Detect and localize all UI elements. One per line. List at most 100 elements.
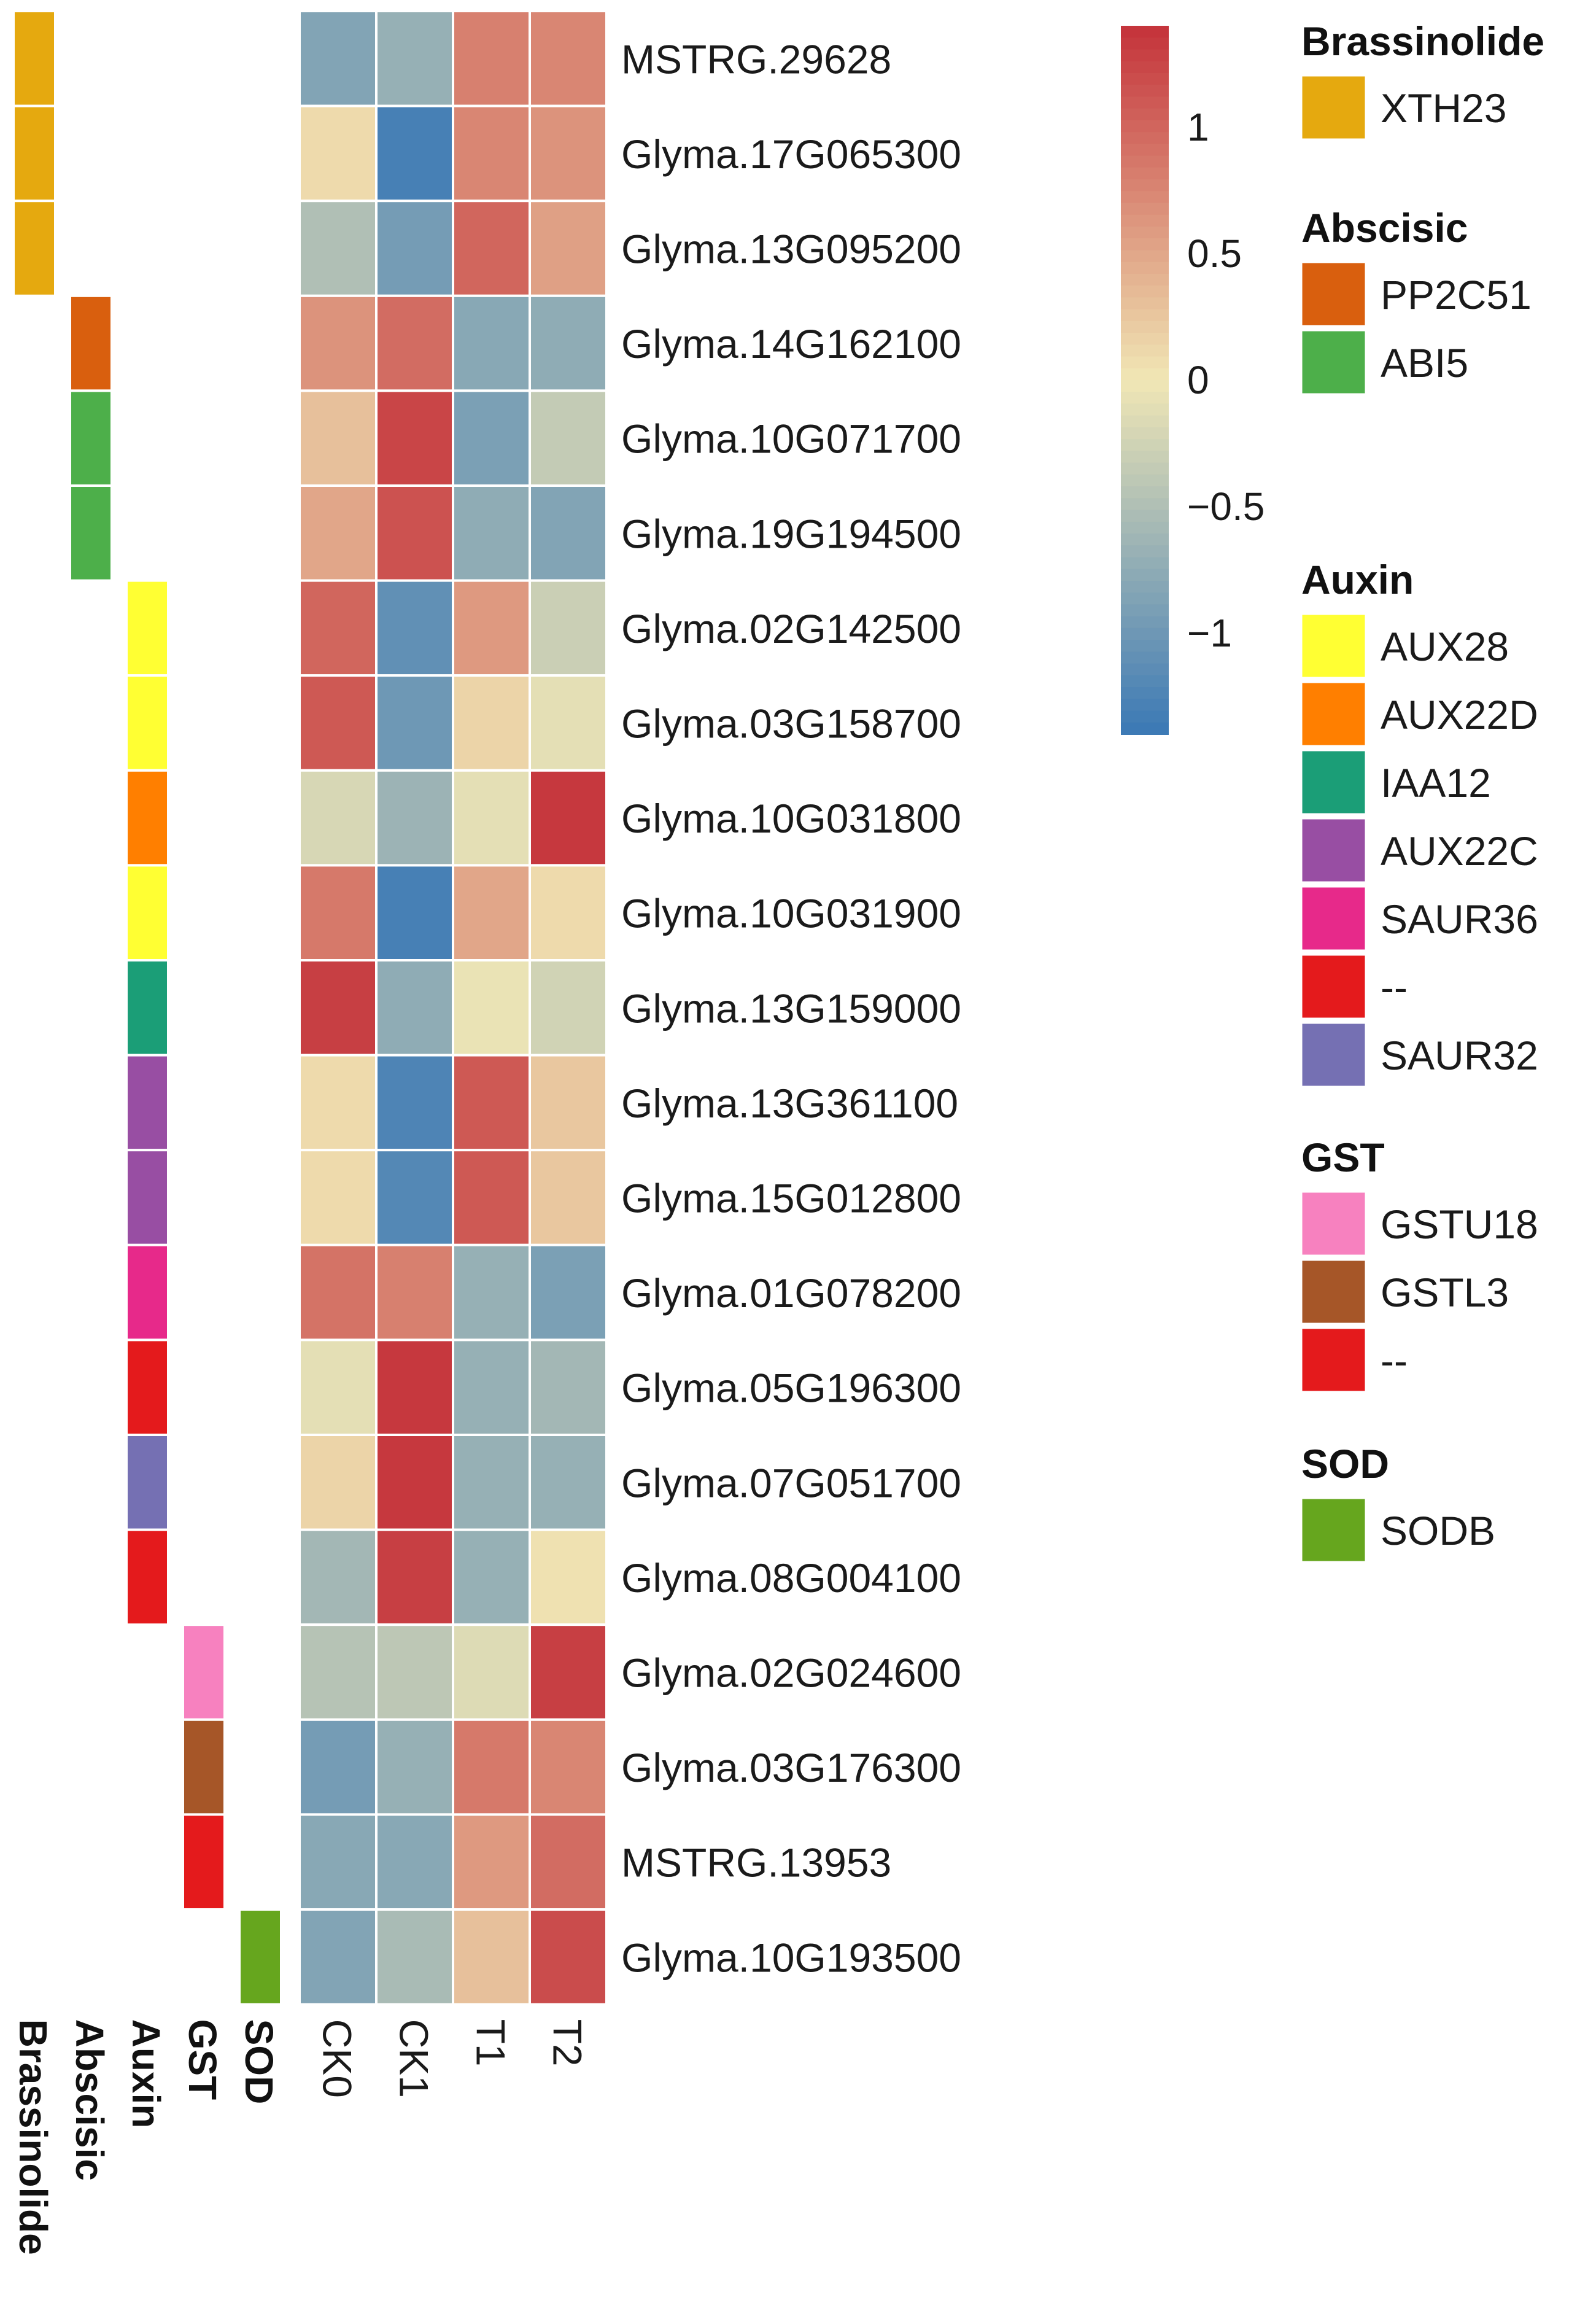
heatmap-cell <box>298 294 378 392</box>
heatmap-cell <box>375 294 454 392</box>
heatmap-cell <box>529 10 608 107</box>
annotation-track-labels: Brassinolide Abscisic Auxin GST SOD <box>11 2019 281 2255</box>
heatmap-cell <box>452 200 531 297</box>
row-label: MSTRG.29628 <box>621 36 891 82</box>
heatmap-cell <box>375 10 454 107</box>
row-label: Glyma.13G361100 <box>621 1081 958 1126</box>
colorbar-segment <box>1121 333 1169 346</box>
heatmap-cell <box>298 200 378 297</box>
colorbar-segment <box>1121 486 1169 499</box>
annotation-cell <box>69 484 113 582</box>
annotation-cell <box>12 200 56 297</box>
legend-item-label: GSTL3 <box>1381 1270 1509 1315</box>
row-label: Glyma.13G095200 <box>621 227 961 272</box>
heatmap-cell <box>529 1054 608 1152</box>
row-label: Glyma.15G012800 <box>621 1176 961 1221</box>
row-label: Glyma.19G194500 <box>621 511 961 556</box>
row-label: Glyma.03G176300 <box>621 1745 961 1790</box>
heatmap-cell <box>529 1149 608 1246</box>
colorbar-segment <box>1121 155 1169 168</box>
annotation-cell <box>69 294 113 392</box>
annotation-cell <box>69 389 113 487</box>
legend-swatch <box>1300 681 1367 747</box>
row-label: Glyma.02G024600 <box>621 1650 961 1696</box>
legend-swatch <box>1300 1327 1367 1393</box>
legend-group-title: Abscisic <box>1301 205 1468 251</box>
heatmap-cell <box>375 959 454 1057</box>
column-label: T2 <box>545 2019 591 2067</box>
heatmap-cell <box>452 1434 531 1531</box>
legend-item-label: -- <box>1381 965 1408 1010</box>
colorbar-segment <box>1121 356 1169 369</box>
heatmap-cell <box>298 769 378 867</box>
colorbar-segment <box>1121 368 1169 381</box>
colorbar-segment <box>1121 132 1169 145</box>
heatmap-cell <box>298 579 378 677</box>
heatmap-cell <box>452 1813 531 1911</box>
column-label: T1 <box>468 2019 514 2067</box>
heatmap-cell <box>452 389 531 487</box>
heatmap-cell <box>529 769 608 867</box>
legend-swatch <box>1300 1259 1367 1325</box>
colorbar-segment <box>1121 96 1169 109</box>
colorbar-tick-label: 0 <box>1187 358 1209 402</box>
annotation-cell <box>125 674 169 772</box>
colorbar-tick-label: 1 <box>1187 105 1209 149</box>
heatmap-cell <box>452 1054 531 1152</box>
colorbar-segment <box>1121 592 1169 605</box>
heatmap-cell <box>529 1718 608 1816</box>
heatmap-cell <box>529 579 608 677</box>
heatmap-cell <box>452 294 531 392</box>
row-labels: MSTRG.29628 Glyma.17G065300 Glyma.13G09520… <box>621 36 961 1980</box>
colorbar-segment <box>1121 722 1169 735</box>
colorbar-segment <box>1121 203 1169 216</box>
annotation-cell <box>125 959 169 1057</box>
annotation-cell <box>182 1718 226 1816</box>
colorbar-segment <box>1121 285 1169 298</box>
heatmap-cell <box>529 1908 608 2006</box>
heatmap-cell <box>298 1149 378 1246</box>
colorbar-segment <box>1121 309 1169 322</box>
colorbar-segment <box>1121 699 1169 712</box>
annotation-track-label: Auxin <box>124 2019 168 2129</box>
legend-swatch <box>1300 261 1367 327</box>
colorbar-segment <box>1121 510 1169 522</box>
colorbar-segment <box>1121 273 1169 287</box>
heatmap-cell <box>452 484 531 582</box>
legend-item-label: GSTU18 <box>1381 1202 1538 1247</box>
heatmap-cell <box>375 1528 454 1626</box>
colorbar-segment <box>1121 545 1169 558</box>
heatmap-cell <box>452 10 531 107</box>
heatmap-cell <box>298 484 378 582</box>
annotation-cell <box>12 104 56 203</box>
heatmap-cell <box>298 1718 378 1816</box>
colorbar-segment <box>1121 474 1169 487</box>
legend-item-label: SAUR32 <box>1381 1033 1538 1078</box>
legend-item-label: SAUR36 <box>1381 896 1538 942</box>
legend-group-title: Auxin <box>1301 557 1414 602</box>
heatmap-cell <box>452 959 531 1057</box>
heatmap-cell <box>375 579 454 677</box>
heatmap-cell <box>298 1528 378 1626</box>
heatmap-cell <box>375 1243 454 1342</box>
annotation-cell <box>125 769 169 867</box>
colorbar-segment <box>1121 663 1169 676</box>
colorbar-tick-label: −0.5 <box>1187 484 1265 529</box>
colorbar-segment <box>1121 687 1169 700</box>
colorbar-segment <box>1121 250 1169 263</box>
row-label: Glyma.10G071700 <box>621 416 961 462</box>
row-label: Glyma.10G031800 <box>621 796 961 841</box>
annotation-cell <box>182 1813 226 1911</box>
row-label: Glyma.07G051700 <box>621 1460 961 1505</box>
legend-swatch <box>1300 1022 1367 1088</box>
colorbar-segment <box>1121 61 1169 74</box>
row-label: Glyma.13G159000 <box>621 985 961 1031</box>
heatmap-cell <box>375 769 454 867</box>
heatmap-cell <box>375 104 454 203</box>
heatmap-cell <box>298 389 378 487</box>
colorbar-segment <box>1121 120 1169 133</box>
colorbar-segment <box>1121 627 1169 641</box>
heatmap-cell <box>375 1054 454 1152</box>
colorbar-segment <box>1121 108 1169 121</box>
